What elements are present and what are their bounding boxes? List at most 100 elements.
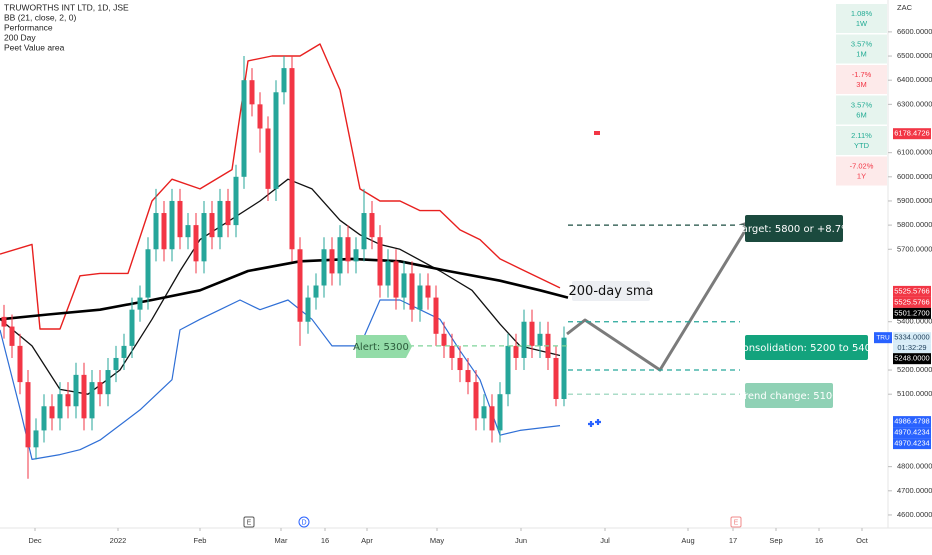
- candle-body: [17, 345, 23, 383]
- candle-body: [433, 297, 439, 334]
- candle-body: [57, 394, 63, 419]
- y-tick-label: 4800.0000: [897, 462, 932, 471]
- y-tick-label: 5200.0000: [897, 365, 932, 374]
- y-tick-label: 5400.0000: [897, 317, 932, 326]
- performance-cell: [836, 156, 887, 186]
- y-tick-label: 6100.0000: [897, 148, 932, 157]
- x-tick-label: 16: [321, 536, 329, 545]
- symbol-tag-box: [874, 332, 892, 344]
- candle-layer: [1, 56, 567, 479]
- annotation-box: [745, 335, 868, 360]
- candle-body: [457, 357, 463, 371]
- candle-body: [361, 213, 367, 250]
- annotation-text: Alert: 5300: [353, 342, 409, 353]
- price-badge: [893, 353, 931, 365]
- performance-value: 3.57%: [851, 39, 873, 48]
- candle-body: [257, 104, 263, 129]
- projection-path: [566, 225, 750, 372]
- candle-body: [209, 213, 215, 238]
- event-marker: [730, 516, 742, 528]
- y-tick-label: 5100.0000: [897, 389, 932, 398]
- candle-body: [25, 382, 31, 448]
- candle-body: [89, 382, 95, 419]
- performance-cell: [836, 4, 887, 33]
- price-badge-label: 6178.4726: [894, 129, 929, 138]
- candle-body: [377, 237, 383, 286]
- performance-cell: [836, 65, 887, 94]
- candle-body: [225, 200, 231, 226]
- y-tick-label: 5800.0000: [897, 220, 932, 229]
- price-badge: [893, 416, 931, 428]
- y-tick-label: 4700.0000: [897, 486, 932, 495]
- candle-body: [241, 80, 247, 177]
- x-tick-label: 16: [815, 536, 823, 545]
- candle-body: [129, 309, 135, 346]
- candle-body: [121, 345, 127, 358]
- price-badge-label: 5525.5766: [894, 286, 929, 295]
- event-label: E: [734, 519, 739, 526]
- annotation-text: Target: 5800 or +8.7%: [736, 224, 850, 235]
- candle-body: [185, 225, 191, 238]
- candle-body: [177, 200, 183, 238]
- candle-body: [321, 249, 327, 286]
- countdown: 01:32:29: [897, 343, 926, 352]
- candle-body: [337, 237, 343, 274]
- x-tick-label: Apr: [361, 536, 373, 545]
- x-tick-label: Mar: [275, 536, 288, 545]
- marker: [588, 419, 601, 427]
- performance-cell: [836, 95, 887, 125]
- candle-body: [529, 321, 535, 346]
- candle-body: [513, 345, 519, 358]
- performance-period: YTD: [854, 141, 870, 150]
- y-tick-label: 4600.0000: [897, 510, 932, 519]
- candle-body: [353, 249, 359, 262]
- x-tick-label: Jul: [600, 536, 610, 545]
- x-tick-label: 2022: [110, 536, 127, 545]
- performance-cell: [836, 126, 887, 155]
- x-tick-label: Feb: [194, 536, 207, 545]
- price-badge-label: 5248.0000: [894, 354, 929, 363]
- candle-body: [105, 370, 111, 395]
- price-badge: [893, 296, 931, 308]
- x-tick-label: May: [430, 536, 444, 545]
- price-badge-label: 4986.4798: [894, 417, 929, 426]
- legend-item: Peet Value area: [4, 42, 65, 52]
- candle-body: [249, 80, 255, 105]
- candle-body: [449, 345, 455, 358]
- overlay-layer: Target: 5800 or +8.7% Consolidation: 5200…: [243, 4, 931, 528]
- candle-body: [401, 273, 407, 298]
- candle-body: [161, 213, 167, 250]
- performance-value: 3.57%: [851, 100, 873, 109]
- candle-body: [369, 213, 375, 238]
- y-tick-label: 6600.0000: [897, 27, 932, 36]
- candle-body: [497, 394, 503, 431]
- candle-body: [481, 406, 487, 419]
- event-marker: [243, 516, 255, 528]
- candle-body: [65, 394, 71, 407]
- price-badge-label: 5501.2700: [894, 308, 929, 317]
- candle-body: [417, 285, 423, 310]
- candle-body: [233, 176, 239, 226]
- x-tick-label: Oct: [856, 536, 869, 545]
- candle-body: [193, 225, 199, 262]
- candle-body: [169, 200, 175, 250]
- candle-body: [505, 345, 511, 395]
- candle-body: [537, 333, 543, 346]
- x-tick-label: Jun: [515, 536, 527, 545]
- event-label: E: [247, 519, 252, 526]
- countdown-badge: [893, 343, 931, 354]
- candle-body: [201, 213, 207, 262]
- candle-body: [97, 382, 103, 395]
- event-label: D: [301, 519, 306, 526]
- price-badge-label: 4970.4234: [894, 428, 929, 437]
- symbol-tag: TRU: [876, 334, 890, 341]
- price-badge: [893, 427, 931, 439]
- y-tick-label: 6500.0000: [897, 51, 932, 60]
- performance-cell: [836, 34, 887, 64]
- performance-value: 1.08%: [851, 9, 873, 18]
- performance-period: 3M: [856, 80, 866, 89]
- candle-body: [73, 374, 79, 407]
- y-tick-label: 6400.0000: [897, 75, 932, 84]
